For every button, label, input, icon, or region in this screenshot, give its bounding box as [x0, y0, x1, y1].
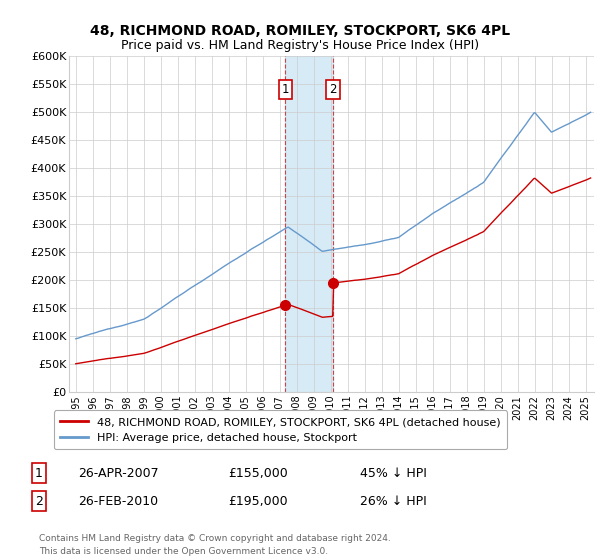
Text: 48, RICHMOND ROAD, ROMILEY, STOCKPORT, SK6 4PL: 48, RICHMOND ROAD, ROMILEY, STOCKPORT, S…: [90, 24, 510, 38]
Text: 2: 2: [329, 83, 337, 96]
Text: Price paid vs. HM Land Registry's House Price Index (HPI): Price paid vs. HM Land Registry's House …: [121, 39, 479, 53]
Text: £195,000: £195,000: [228, 494, 287, 508]
Text: 1: 1: [281, 83, 289, 96]
Text: 26-FEB-2010: 26-FEB-2010: [78, 494, 158, 508]
Text: 26% ↓ HPI: 26% ↓ HPI: [360, 494, 427, 508]
Text: Contains HM Land Registry data © Crown copyright and database right 2024.
This d: Contains HM Land Registry data © Crown c…: [39, 534, 391, 556]
Text: 1: 1: [35, 466, 43, 480]
Legend: 48, RICHMOND ROAD, ROMILEY, STOCKPORT, SK6 4PL (detached house), HPI: Average pr: 48, RICHMOND ROAD, ROMILEY, STOCKPORT, S…: [53, 410, 507, 449]
Bar: [285, 56, 333, 392]
Text: 26-APR-2007: 26-APR-2007: [78, 466, 158, 480]
Text: 45% ↓ HPI: 45% ↓ HPI: [360, 466, 427, 480]
Text: 2: 2: [35, 494, 43, 508]
Text: £155,000: £155,000: [228, 466, 288, 480]
